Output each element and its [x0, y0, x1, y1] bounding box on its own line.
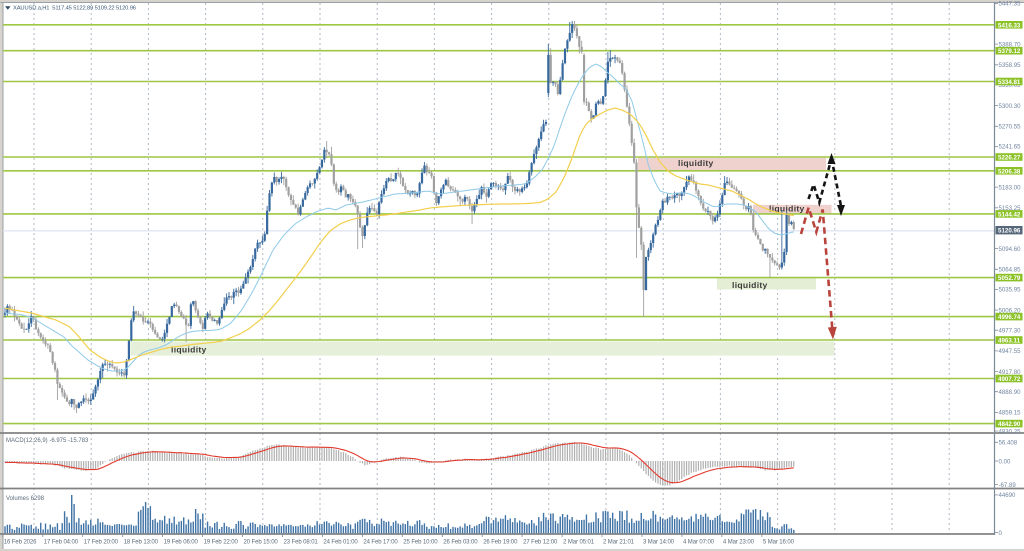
- svg-text:5144.42: 5144.42: [998, 211, 1021, 218]
- svg-text:liquidity: liquidity: [678, 158, 714, 168]
- svg-text:19 Feb 22:00: 19 Feb 22:00: [204, 540, 239, 546]
- svg-text:4859.15: 4859.15: [999, 410, 1022, 417]
- svg-text:0: 0: [999, 530, 1003, 537]
- svg-text:24 Feb 17:00: 24 Feb 17:00: [363, 540, 398, 546]
- svg-text:24 Feb 01:00: 24 Feb 01:00: [323, 540, 358, 546]
- svg-text:25 Feb 10:00: 25 Feb 10:00: [403, 540, 438, 546]
- svg-text:44690: 44690: [999, 492, 1017, 499]
- svg-text:5052.79: 5052.79: [998, 275, 1021, 282]
- svg-text:MACD(12,26,9) -6.975 -15.783: MACD(12,26,9) -6.975 -15.783: [6, 438, 89, 444]
- svg-text:5416.33: 5416.33: [998, 22, 1021, 29]
- svg-text:5 Mar 16:00: 5 Mar 16:00: [763, 540, 795, 546]
- svg-text:4907.72: 4907.72: [998, 376, 1021, 383]
- svg-text:4 Mar 23:00: 4 Mar 23:00: [723, 540, 755, 546]
- svg-text:5358.95: 5358.95: [999, 62, 1022, 69]
- svg-text:4917.80: 4917.80: [999, 369, 1022, 376]
- svg-text:4842.90: 4842.90: [998, 421, 1021, 428]
- svg-text:5300.30: 5300.30: [999, 103, 1022, 110]
- svg-text:5388.70: 5388.70: [999, 41, 1022, 48]
- svg-text:4830.25: 4830.25: [999, 428, 1022, 435]
- svg-text:liquidity: liquidity: [732, 280, 768, 290]
- svg-text:5094.60: 5094.60: [999, 246, 1022, 253]
- svg-text:5153.25: 5153.25: [999, 205, 1022, 212]
- svg-text:5064.85: 5064.85: [999, 267, 1022, 274]
- svg-text:5226.27: 5226.27: [998, 155, 1021, 162]
- svg-text:26 Feb 03:00: 26 Feb 03:00: [443, 540, 478, 546]
- svg-text:27 Feb 12:00: 27 Feb 12:00: [523, 540, 558, 546]
- svg-text:19 Feb 06:00: 19 Feb 06:00: [164, 540, 199, 546]
- svg-text:-67.89: -67.89: [999, 482, 1017, 489]
- svg-text:17 Feb 04:00: 17 Feb 04:00: [44, 540, 79, 546]
- svg-text:4947.55: 4947.55: [999, 348, 1022, 355]
- svg-text:2 Mar 21:01: 2 Mar 21:01: [603, 540, 635, 546]
- svg-text:5379.12: 5379.12: [998, 48, 1021, 55]
- svg-text:liquidity: liquidity: [769, 204, 805, 214]
- svg-text:4963.11: 4963.11: [998, 338, 1021, 345]
- svg-text:23 Feb 08:01: 23 Feb 08:01: [284, 540, 319, 546]
- svg-text:26 Feb 19:00: 26 Feb 19:00: [483, 540, 518, 546]
- svg-text:4 Mar 07:00: 4 Mar 07:00: [683, 540, 715, 546]
- svg-text:5006.20: 5006.20: [999, 307, 1022, 314]
- svg-text:5330.05: 5330.05: [999, 82, 1022, 89]
- svg-text:2 Mar 05:01: 2 Mar 05:01: [563, 540, 595, 546]
- svg-text:16 Feb 2026: 16 Feb 2026: [4, 540, 37, 546]
- svg-text:4977.30: 4977.30: [999, 328, 1022, 335]
- svg-text:5241.65: 5241.65: [999, 144, 1022, 151]
- svg-text:56.408: 56.408: [999, 440, 1018, 447]
- svg-text:0.00: 0.00: [999, 458, 1011, 465]
- svg-text:17 Feb 20:00: 17 Feb 20:00: [84, 540, 119, 546]
- svg-text:3 Mar 14:00: 3 Mar 14:00: [643, 540, 675, 546]
- svg-text:5120.96: 5120.96: [998, 228, 1021, 235]
- svg-text:5270.55: 5270.55: [999, 124, 1022, 131]
- svg-text:4888.90: 4888.90: [999, 389, 1022, 396]
- svg-text:18 Feb 13:00: 18 Feb 13:00: [124, 540, 159, 546]
- svg-text:5447.35: 5447.35: [999, 1, 1022, 8]
- svg-text:Volumes 6298: Volumes 6298: [6, 496, 45, 502]
- svg-text:liquidity: liquidity: [171, 345, 207, 355]
- svg-text:20 Feb 15:00: 20 Feb 15:00: [244, 540, 279, 546]
- svg-text:5206.38: 5206.38: [998, 168, 1021, 175]
- svg-text:5183.00: 5183.00: [999, 184, 1022, 191]
- svg-text:4996.74: 4996.74: [998, 314, 1021, 321]
- svg-text:5334.81: 5334.81: [998, 79, 1021, 86]
- svg-text:XAUUSD.a,H1 5117.45 5122.89 5: XAUUSD.a,H1 5117.45 5122.89 5109.22 5120…: [13, 6, 136, 12]
- svg-text:5035.95: 5035.95: [999, 287, 1022, 294]
